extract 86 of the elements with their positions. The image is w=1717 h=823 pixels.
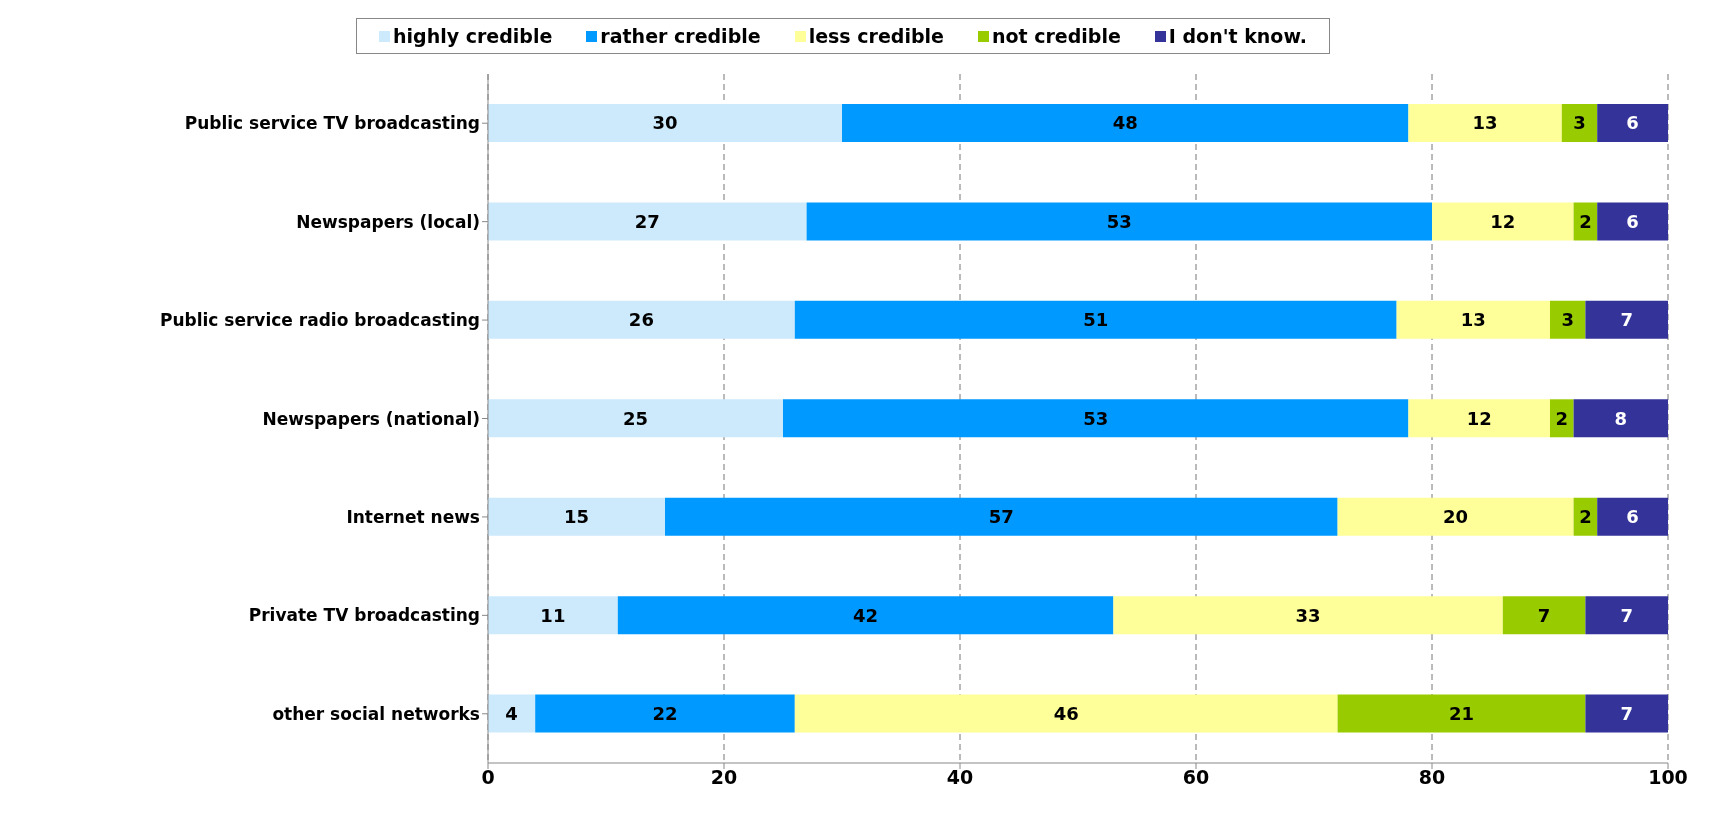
data-label: 6 <box>1626 210 1639 232</box>
bar <box>806 202 1432 241</box>
y-tick-label: Newspapers (local) <box>296 211 480 232</box>
bar <box>842 104 1409 142</box>
data-label: 7 <box>1620 702 1633 724</box>
data-label: 7 <box>1620 604 1633 626</box>
data-label: 3 <box>1561 309 1574 331</box>
legend-label: highly credible <box>392 25 553 47</box>
x-tick-label: 20 <box>710 766 738 789</box>
bar <box>1396 300 1550 339</box>
bar <box>1561 104 1598 142</box>
data-label: 8 <box>1614 407 1628 429</box>
data-label: 25 <box>622 407 649 429</box>
data-label: 4 <box>505 702 518 724</box>
bar <box>665 497 1338 536</box>
legend-label: I don't know. <box>1167 25 1307 47</box>
y-tick-label: other social networks <box>272 703 480 724</box>
legend-label: less credible <box>807 25 944 47</box>
x-tick-label: 0 <box>481 766 495 789</box>
data-label: 46 <box>1053 702 1079 724</box>
data-label: 53 <box>1106 210 1132 232</box>
y-tick-label: Private TV broadcasting <box>248 605 480 626</box>
data-label: 33 <box>1295 604 1321 626</box>
data-label: 11 <box>540 604 566 626</box>
data-label: 12 <box>1466 407 1492 429</box>
bar <box>1550 399 1574 438</box>
y-tick-label: Public service radio broadcasting <box>159 310 480 331</box>
bar <box>1337 694 1586 733</box>
bar <box>794 300 1397 339</box>
legend-label: rather credible <box>599 25 761 47</box>
bar <box>794 694 1338 733</box>
data-label: 20 <box>1443 506 1469 528</box>
bar <box>1502 596 1586 635</box>
data-label: 12 <box>1490 210 1516 232</box>
data-label: 42 <box>853 604 879 626</box>
bar <box>488 104 842 142</box>
legend-label: not credible <box>990 25 1121 47</box>
data-label: 2 <box>1579 506 1592 528</box>
data-label: 7 <box>1537 604 1551 626</box>
bar <box>488 202 807 241</box>
data-label: 27 <box>634 210 660 232</box>
x-tick-label: 40 <box>946 766 974 789</box>
bar <box>1585 596 1668 635</box>
bar <box>1597 497 1668 536</box>
bar <box>488 300 795 339</box>
data-label: 53 <box>1083 407 1109 429</box>
data-label: 57 <box>988 506 1014 528</box>
bar <box>488 694 536 733</box>
bar <box>488 399 783 438</box>
data-label: 2 <box>1555 407 1569 429</box>
data-label: 6 <box>1626 506 1639 528</box>
data-label: 51 <box>1083 309 1109 331</box>
data-label: 48 <box>1112 112 1138 134</box>
bar <box>617 596 1114 635</box>
data-label: 30 <box>652 112 678 134</box>
bar <box>1113 596 1503 635</box>
data-label: 3 <box>1573 112 1586 134</box>
bar <box>1585 694 1668 733</box>
data-label: 2 <box>1579 210 1592 232</box>
x-tick-label: 80 <box>1418 766 1446 789</box>
data-label: 13 <box>1460 309 1486 331</box>
data-label: 15 <box>563 506 590 528</box>
bar <box>1573 399 1668 438</box>
data-label: 6 <box>1626 112 1639 134</box>
bar <box>783 399 1409 438</box>
data-label: 26 <box>628 309 654 331</box>
y-tick-label: Public service TV broadcasting <box>184 113 480 134</box>
data-label: 7 <box>1620 309 1633 331</box>
bar <box>1585 300 1668 339</box>
data-label: 13 <box>1472 112 1498 134</box>
bar <box>1597 202 1668 241</box>
bar <box>1432 202 1574 241</box>
y-tick-label: Newspapers (national) <box>262 408 480 429</box>
y-tick-label: Internet news <box>346 506 480 527</box>
bar <box>535 694 795 733</box>
data-label: 21 <box>1448 702 1475 724</box>
bar <box>488 497 665 536</box>
bar <box>488 596 618 635</box>
bar <box>1408 104 1562 142</box>
x-tick-label: 100 <box>1648 766 1688 789</box>
bar <box>1337 497 1574 536</box>
bar <box>1550 300 1586 339</box>
x-tick-label: 60 <box>1182 766 1210 789</box>
bar <box>1597 104 1668 142</box>
bar <box>1408 399 1550 438</box>
data-label: 22 <box>652 702 678 724</box>
